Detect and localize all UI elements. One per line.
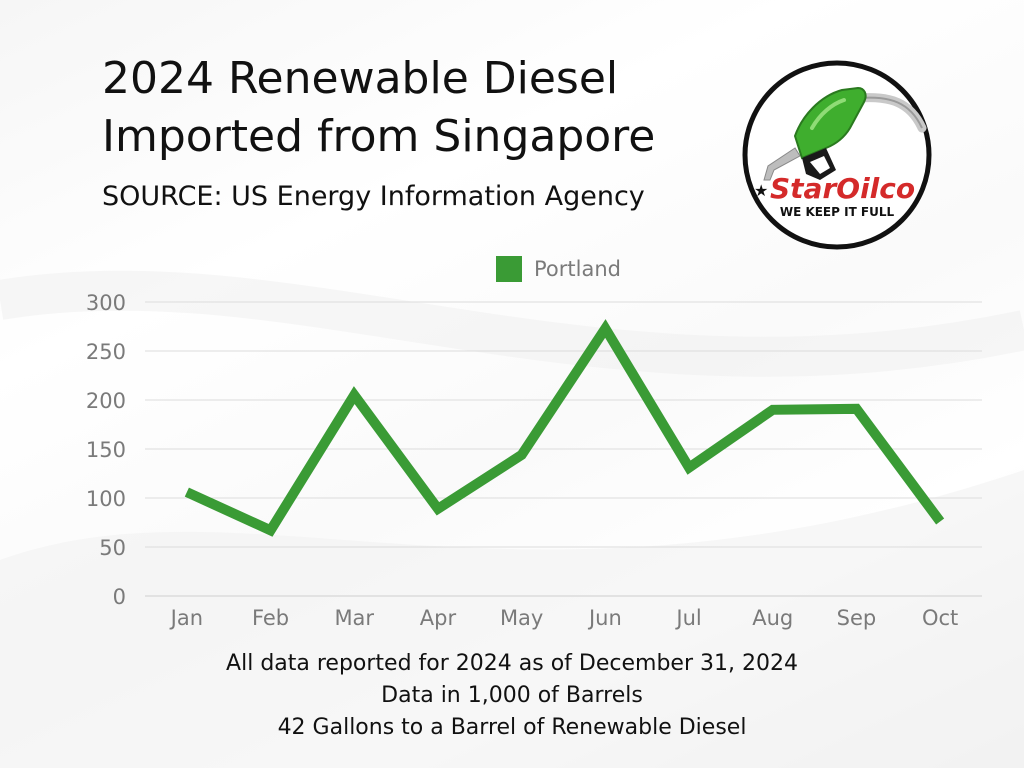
x-tick-label: Feb xyxy=(252,606,289,630)
footnote-barrel-conversion: 42 Gallons to a Barrel of Renewable Dies… xyxy=(277,715,747,740)
x-tick-label: Jan xyxy=(169,606,203,630)
chart-title: 2024 Renewable Diesel Imported from Sing… xyxy=(102,50,742,166)
chart-title-line-1: 2024 Renewable Diesel xyxy=(102,53,619,104)
x-axis-tick-labels: Jan Feb Mar Apr May Jun Jul Aug Sep Oct xyxy=(169,606,959,630)
series-layer xyxy=(184,319,945,537)
y-tick-label: 250 xyxy=(86,340,126,364)
y-axis-tick-labels: 0 50 100 150 200 250 300 xyxy=(86,291,126,609)
chart-title-line-2: Imported from Singapore xyxy=(102,111,656,162)
y-tick-label: 100 xyxy=(86,487,126,511)
svg-text:StarOilco: StarOilco xyxy=(770,172,915,205)
logo-star-glyph: ★ xyxy=(754,181,768,200)
series-line-portland xyxy=(184,319,945,537)
legend: Portland xyxy=(496,256,621,282)
y-tick-label: 0 xyxy=(113,585,126,609)
x-tick-label: Aug xyxy=(752,606,793,630)
x-tick-label: Mar xyxy=(334,606,374,630)
x-tick-label: Jul xyxy=(674,606,701,630)
logo-brand-star: Star xyxy=(770,172,838,205)
legend-label-portland: Portland xyxy=(534,257,621,281)
chart-subtitle: SOURCE: US Energy Information Agency xyxy=(102,181,645,212)
footnote-units: Data in 1,000 of Barrels xyxy=(381,683,643,708)
y-tick-label: 50 xyxy=(99,536,126,560)
x-tick-label: Oct xyxy=(922,606,958,630)
x-tick-label: May xyxy=(500,606,543,630)
logo-brand-oilco: Oilco xyxy=(836,172,915,205)
logo-tagline: WE KEEP IT FULL xyxy=(780,205,895,219)
legend-swatch-portland xyxy=(496,256,522,282)
footnotes: All data reported for 2024 as of Decembe… xyxy=(0,648,1024,744)
y-tick-label: 300 xyxy=(86,291,126,315)
x-tick-label: Sep xyxy=(837,606,877,630)
fuel-nozzle-icon xyxy=(793,86,867,160)
x-tick-label: Apr xyxy=(420,606,457,630)
footnote-reporting-date: All data reported for 2024 as of Decembe… xyxy=(226,651,798,676)
staroilco-logo: ★ StarOilco WE KEEP IT FULL xyxy=(742,60,932,250)
x-tick-label: Jun xyxy=(587,606,622,630)
y-tick-label: 150 xyxy=(86,438,126,462)
gridlines xyxy=(145,301,982,597)
y-tick-label: 200 xyxy=(86,389,126,413)
